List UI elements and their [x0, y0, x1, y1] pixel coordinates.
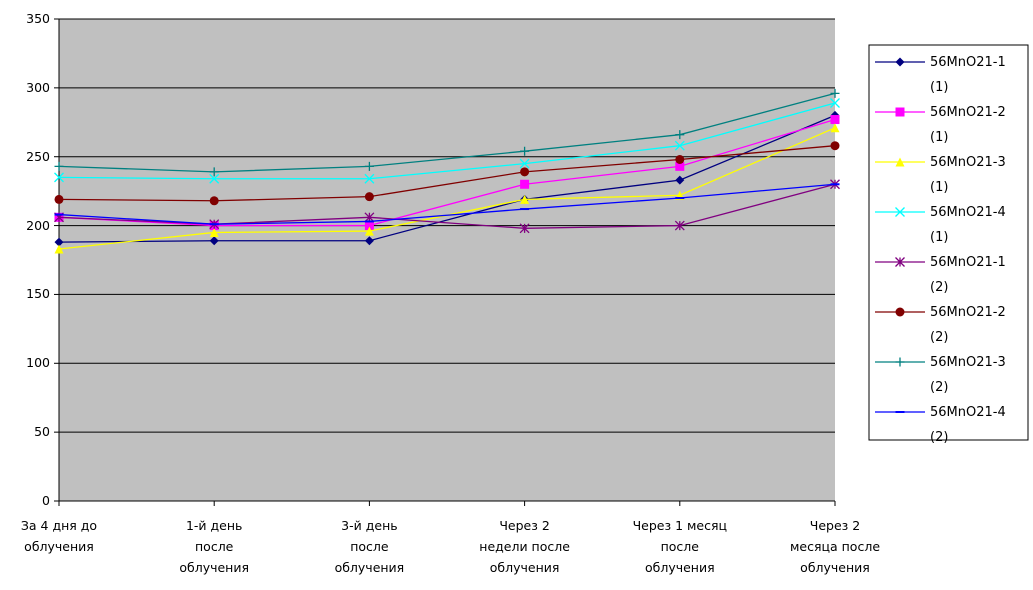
marker — [364, 236, 374, 246]
marker — [830, 115, 840, 125]
marker — [519, 158, 530, 169]
marker — [674, 140, 685, 151]
marker — [364, 192, 374, 202]
legend-label: 56MnO21-2 (2) — [930, 305, 1006, 345]
marker — [895, 107, 905, 117]
marker — [519, 223, 530, 234]
series-line — [58, 183, 836, 225]
marker — [520, 179, 530, 189]
marker — [830, 98, 840, 108]
marker — [830, 123, 840, 133]
marker — [520, 167, 530, 177]
marker — [54, 244, 64, 254]
marker — [209, 196, 219, 206]
series-line — [58, 92, 836, 173]
marker — [54, 172, 64, 183]
marker — [895, 57, 905, 67]
legend-label: 56MnO21-3 (1) — [930, 155, 1006, 195]
series-line — [58, 114, 836, 243]
x-tick-label: Через 2 недели после облучения — [479, 518, 570, 575]
y-tick-label: 50 — [34, 424, 50, 440]
x-tick-label: Через 2 месяца после облучения — [789, 518, 881, 575]
legend-label: 56MnO21-3 (2) — [930, 355, 1006, 395]
marker — [895, 157, 905, 167]
marker — [364, 221, 374, 231]
marker — [54, 194, 64, 204]
legend-label: 56MnO21-1 (2) — [930, 255, 1006, 295]
marker — [520, 146, 530, 156]
legend-label: 56MnO21-4 (2) — [930, 405, 1006, 445]
legend-label: 56MnO21-2 (1) — [930, 105, 1006, 145]
y-tick-label: 250 — [26, 148, 50, 164]
marker — [209, 167, 219, 177]
legend-label: 56MnO21-4 (1) — [930, 205, 1006, 245]
marker — [54, 237, 64, 247]
marker — [364, 212, 375, 223]
plot-area — [59, 19, 835, 501]
marker — [895, 307, 905, 317]
marker — [209, 236, 219, 246]
y-tick-label: 350 — [26, 11, 50, 26]
marker — [675, 175, 685, 185]
series-line — [58, 118, 836, 227]
series-line — [58, 145, 836, 202]
legend-label: 56MnO21-1 (1) — [930, 55, 1006, 95]
marker — [895, 257, 905, 267]
x-tick-label: 3-й день после облучения — [334, 518, 405, 575]
marker — [54, 161, 64, 171]
marker — [830, 88, 840, 98]
marker — [895, 207, 905, 217]
marker — [895, 357, 905, 367]
marker — [830, 141, 840, 151]
marker — [209, 173, 220, 184]
x-tick-label: 1-й день после облучения — [179, 518, 249, 575]
y-tick-label: 100 — [26, 355, 50, 371]
marker — [675, 161, 685, 171]
marker — [675, 130, 685, 140]
x-tick-label: За 4 дня до облучения — [20, 518, 98, 554]
marker — [364, 226, 374, 236]
y-tick-label: 200 — [26, 217, 50, 233]
marker — [520, 194, 530, 204]
y-tick-label: 0 — [42, 493, 50, 508]
series-line — [58, 102, 836, 180]
y-tick-label: 150 — [26, 286, 50, 302]
marker — [364, 173, 375, 184]
y-tick-label: 300 — [26, 79, 50, 95]
x-tick-label: Через 1 месяц после облучения — [632, 518, 728, 575]
marker — [675, 154, 685, 164]
marker — [674, 220, 685, 231]
marker — [209, 227, 219, 237]
marker — [364, 161, 374, 171]
